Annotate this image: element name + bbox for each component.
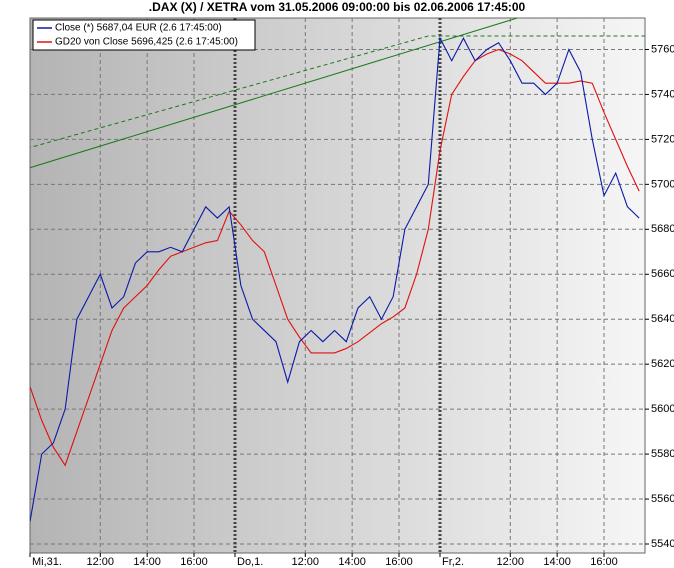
y-tick-label: 5540 [651, 538, 674, 550]
x-tick-label: 12:00 [497, 556, 525, 568]
x-tick-label: Fr,2. [442, 556, 464, 568]
y-tick-label: 5760 [651, 43, 674, 55]
x-tick-label: 12:00 [87, 556, 115, 568]
legend-label: GD20 von Close 5696,425 (2.6 17:45:00) [55, 37, 238, 48]
y-tick-label: 5600 [651, 403, 674, 415]
x-tick-label: Mi,31. [32, 556, 62, 568]
legend-label: Close (*) 5687,04 EUR (2.6 17:45:00) [55, 23, 222, 34]
x-tick-label: Do,1. [237, 556, 263, 568]
trendline [30, 18, 518, 169]
legend [32, 19, 256, 51]
y-tick-label: 5560 [651, 493, 674, 505]
x-tick-label: 14:00 [133, 556, 161, 568]
x-tick-label: 14:00 [338, 556, 366, 568]
y-tick-label: 5620 [651, 358, 674, 370]
series-line [30, 36, 640, 522]
x-tick-label: 16:00 [180, 556, 208, 568]
y-tick-label: 5700 [651, 178, 674, 190]
trendline [30, 35, 645, 149]
x-tick-label: 14:00 [543, 556, 571, 568]
y-tick-label: 5580 [651, 448, 674, 460]
y-tick-label: 5680 [651, 223, 674, 235]
chart-title: .DAX (X) / XETRA vom 31.05.2006 09:00:00… [149, 0, 526, 14]
x-tick-label: 12:00 [292, 556, 320, 568]
x-tick-label: 16:00 [590, 556, 618, 568]
series-line [30, 48, 640, 467]
y-tick-label: 5740 [651, 88, 674, 100]
y-tick-label: 5640 [651, 313, 674, 325]
y-tick-label: 5720 [651, 133, 674, 145]
y-tick-label: 5660 [651, 268, 674, 280]
x-tick-label: 16:00 [385, 556, 413, 568]
plot-area [29, 17, 646, 554]
